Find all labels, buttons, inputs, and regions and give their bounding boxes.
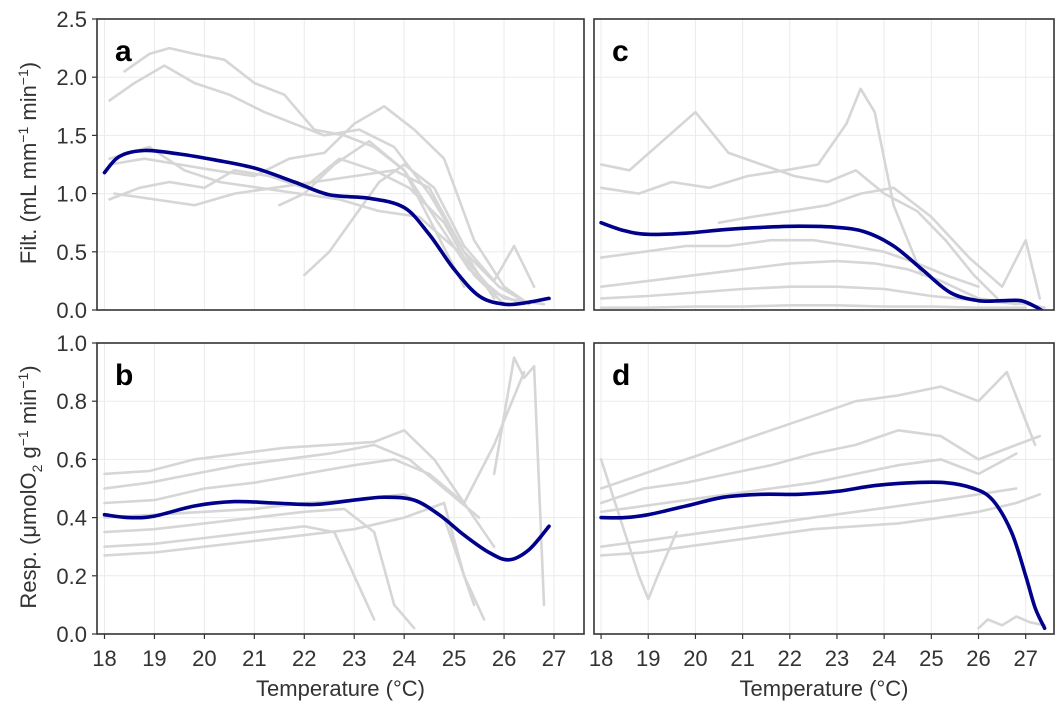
y-tick-label: 1.0 — [56, 331, 87, 356]
raw-trace-line — [599, 429, 1042, 505]
x-tick-label: 19 — [142, 646, 166, 671]
panel-c: c — [593, 18, 1055, 311]
fit-curve-line — [102, 495, 551, 562]
x-tick-label: 26 — [966, 646, 990, 671]
raw-trace-line — [599, 493, 1042, 557]
x-tick-label: 19 — [636, 646, 660, 671]
x-axis-title: Temperature (°C) — [740, 676, 909, 701]
panel-letter-a: a — [115, 35, 132, 68]
raw-trace-line — [599, 87, 924, 277]
x-tick-label: 22 — [778, 646, 802, 671]
x-axis-title: Temperature (°C) — [256, 676, 425, 701]
raw-trace-line — [303, 163, 536, 288]
fit-curve-line — [599, 220, 1045, 310]
x-tick-label: 24 — [872, 646, 896, 671]
x-tick-label: 26 — [492, 646, 516, 671]
x-tick-label: 23 — [342, 646, 366, 671]
x-tick-label: 21 — [242, 646, 266, 671]
y-tick-label: 0.5 — [56, 240, 87, 265]
raw-traces — [103, 356, 546, 630]
raw-trace-line — [103, 370, 526, 505]
x-tick-label: 22 — [292, 646, 316, 671]
raw-trace-line — [717, 186, 1042, 300]
raw-trace-line — [599, 487, 1018, 548]
raw-trace-line — [599, 110, 999, 300]
y-tick-label: 1.5 — [56, 123, 87, 148]
raw-trace-line — [123, 46, 466, 288]
raw-trace-line — [492, 356, 546, 607]
y-tick-label: 0.4 — [56, 506, 87, 531]
panel-d: d 18 19 20 21 22 23 24 25 26 27 Temperature (°C) — [589, 342, 1055, 701]
raw-trace-line — [599, 370, 1037, 490]
raw-trace-line — [103, 507, 416, 630]
x-tick-label: 18 — [92, 646, 116, 671]
raw-trace-line — [278, 139, 546, 306]
fit-group — [102, 495, 551, 562]
fit-curve-line — [102, 148, 551, 307]
panel-frame — [593, 18, 1055, 311]
raw-trace-line — [103, 458, 496, 548]
raw-trace-line — [113, 169, 531, 306]
fit-group — [102, 148, 551, 307]
raw-traces — [108, 46, 546, 306]
y-axis-title-resp: Resp. (μmolO2 g−1 min−1) — [15, 365, 45, 608]
y-tick-label: 2.5 — [56, 7, 87, 32]
fit-curve-line — [599, 480, 1047, 630]
y-tick-label: 0.6 — [56, 447, 87, 472]
fit-group — [599, 220, 1045, 310]
x-tick-label: 20 — [683, 646, 707, 671]
x-tick-label: 25 — [442, 646, 466, 671]
raw-trace-line — [108, 145, 526, 306]
x-tick-label: 18 — [589, 646, 613, 671]
raw-traces — [599, 370, 1046, 630]
x-tick-label: 24 — [392, 646, 416, 671]
raw-traces — [599, 87, 1046, 309]
panel-b: b 0.0 0.2 0.4 0.6 0.8 1.0 18 19 20 21 22 23 24 25 26 27 T… — [56, 331, 585, 701]
fit-group — [599, 480, 1047, 630]
raw-trace-line — [599, 238, 980, 288]
panel-frame — [593, 342, 1055, 635]
raw-trace-line — [108, 105, 531, 306]
x-tick-label: 27 — [542, 646, 566, 671]
raw-trace-line — [103, 525, 376, 621]
x-tick-label: 20 — [192, 646, 216, 671]
y-tick-label: 0.0 — [56, 298, 87, 323]
raw-trace-line — [599, 259, 1018, 306]
panel-letter-b: b — [115, 359, 133, 392]
raw-trace-line — [103, 493, 476, 607]
y-tick-label: 0.8 — [56, 389, 87, 414]
x-tick-label: 21 — [730, 646, 754, 671]
raw-trace-line — [108, 64, 496, 300]
y-tick-label: 1.0 — [56, 182, 87, 207]
raw-trace-line — [599, 452, 1018, 514]
y-tick-label: 0.2 — [56, 564, 87, 589]
raw-trace-line — [103, 501, 486, 621]
x-tick-label: 23 — [825, 646, 849, 671]
panel-a: a 0.0 0.5 1.0 1.5 2.0 2.5 — [56, 7, 585, 323]
y-tick-label: 2.0 — [56, 65, 87, 90]
x-tick-label: 27 — [1013, 646, 1037, 671]
panel-letter-d: d — [612, 359, 630, 392]
x-tick-label: 25 — [919, 646, 943, 671]
raw-trace-line — [599, 304, 1027, 309]
y-axis-title-filt: Filt. (mL mm−1 min−1) — [15, 62, 41, 264]
panel-frame — [96, 342, 585, 635]
raw-trace-line — [599, 458, 678, 601]
raw-trace-line — [977, 615, 1046, 630]
panel-frame — [96, 18, 585, 311]
panel-letter-c: c — [612, 35, 629, 68]
y-tick-label: 0.0 — [56, 622, 87, 647]
